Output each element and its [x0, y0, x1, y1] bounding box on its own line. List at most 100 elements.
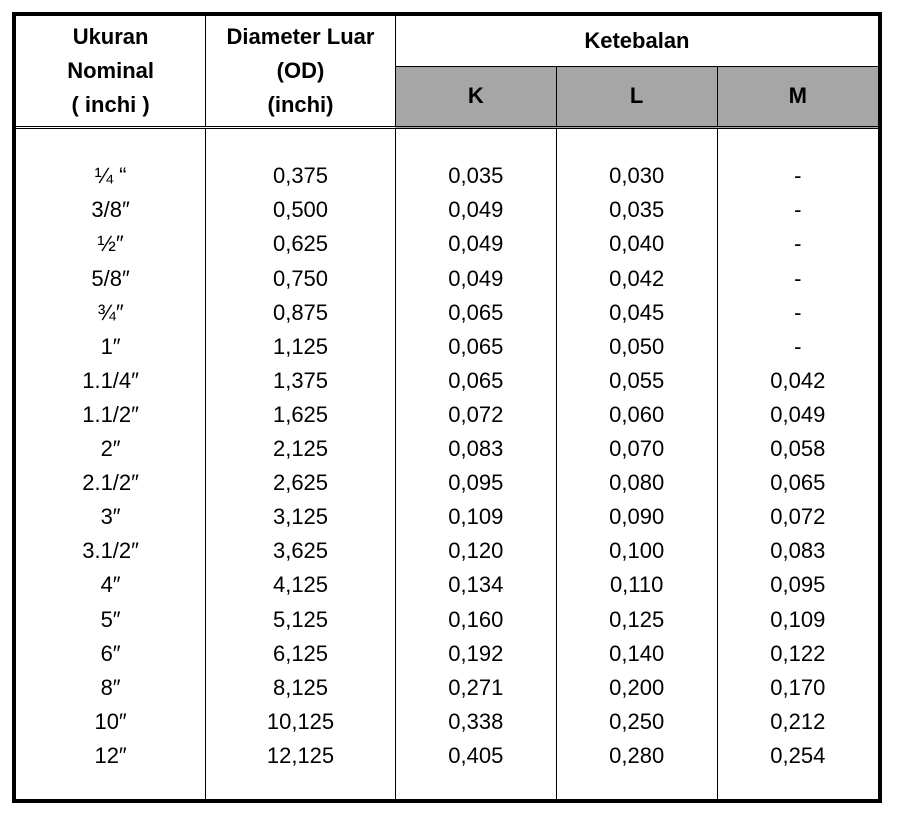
cell-od: 2,125 [206, 432, 396, 466]
cell-nominal: ¾″ [16, 296, 206, 330]
cell-K: 0,134 [395, 568, 556, 602]
table-row: 3″3,1250,1090,0900,072 [16, 500, 878, 534]
cell-od: 1,375 [206, 364, 396, 398]
cell-K: 0,120 [395, 534, 556, 568]
cell-M: - [717, 227, 878, 261]
table-row: 8″8,1250,2710,2000,170 [16, 671, 878, 705]
cell-nominal: 2.1/2″ [16, 466, 206, 500]
cell-od: 2,625 [206, 466, 396, 500]
cell-K: 0,049 [395, 227, 556, 261]
cell-K: 0,160 [395, 603, 556, 637]
table-header-row-1: Ukuran Nominal ( inchi ) Diameter Luar (… [16, 16, 878, 66]
cell-L: 0,110 [556, 568, 717, 602]
cell-nominal: 3.1/2″ [16, 534, 206, 568]
cell-nominal: 1.1/4″ [16, 364, 206, 398]
cell-M: 0,083 [717, 534, 878, 568]
cell-M: 0,254 [717, 739, 878, 773]
cell-M: - [717, 159, 878, 193]
table-row: 10″10,1250,3380,2500,212 [16, 705, 878, 739]
table-row: 3/8″0,5000,0490,035- [16, 193, 878, 227]
cell-M: 0,122 [717, 637, 878, 671]
cell-od: 0,625 [206, 227, 396, 261]
col-header-nominal: Ukuran Nominal ( inchi ) [16, 16, 206, 128]
cell-nominal: 10″ [16, 705, 206, 739]
cell-L: 0,140 [556, 637, 717, 671]
cell-L: 0,045 [556, 296, 717, 330]
cell-M: 0,042 [717, 364, 878, 398]
cell-nominal: 8″ [16, 671, 206, 705]
cell-M: 0,109 [717, 603, 878, 637]
cell-K: 0,065 [395, 330, 556, 364]
cell-nominal: 12″ [16, 739, 206, 773]
cell-nominal: ½″ [16, 227, 206, 261]
cell-nominal: 6″ [16, 637, 206, 671]
cell-od: 0,375 [206, 159, 396, 193]
cell-M: - [717, 330, 878, 364]
pipe-sizing-table-wrap: Ukuran Nominal ( inchi ) Diameter Luar (… [12, 12, 882, 803]
cell-od: 6,125 [206, 637, 396, 671]
table-row: 2.1/2″2,6250,0950,0800,065 [16, 466, 878, 500]
cell-M: 0,049 [717, 398, 878, 432]
cell-K: 0,405 [395, 739, 556, 773]
cell-od: 12,125 [206, 739, 396, 773]
col-header-od-line3: (inchi) [210, 88, 391, 122]
table-row: 5″5,1250,1600,1250,109 [16, 603, 878, 637]
cell-K: 0,049 [395, 262, 556, 296]
cell-od: 0,875 [206, 296, 396, 330]
col-header-od: Diameter Luar (OD) (inchi) [206, 16, 396, 128]
table-row: 5/8″0,7500,0490,042- [16, 262, 878, 296]
cell-L: 0,040 [556, 227, 717, 261]
table-row-spacer-bottom [16, 773, 878, 799]
cell-nominal: 1″ [16, 330, 206, 364]
cell-nominal: 2″ [16, 432, 206, 466]
cell-M: - [717, 193, 878, 227]
cell-K: 0,271 [395, 671, 556, 705]
cell-nominal: 1.1/2″ [16, 398, 206, 432]
cell-nominal: 3″ [16, 500, 206, 534]
cell-nominal: 5/8″ [16, 262, 206, 296]
cell-od: 3,125 [206, 500, 396, 534]
cell-K: 0,049 [395, 193, 556, 227]
cell-K: 0,083 [395, 432, 556, 466]
table-row: 2″2,1250,0830,0700,058 [16, 432, 878, 466]
cell-M: 0,212 [717, 705, 878, 739]
cell-od: 5,125 [206, 603, 396, 637]
cell-K: 0,338 [395, 705, 556, 739]
col-header-nominal-line3: ( inchi ) [20, 88, 201, 122]
cell-L: 0,035 [556, 193, 717, 227]
col-header-od-line2: (OD) [210, 54, 391, 88]
col-header-nominal-line2: Nominal [20, 54, 201, 88]
cell-L: 0,050 [556, 330, 717, 364]
col-header-l: L [556, 66, 717, 128]
cell-od: 10,125 [206, 705, 396, 739]
cell-od: 1,125 [206, 330, 396, 364]
table-row: 3.1/2″3,6250,1200,1000,083 [16, 534, 878, 568]
table-row: ¾″0,8750,0650,045- [16, 296, 878, 330]
cell-L: 0,080 [556, 466, 717, 500]
table-row: 1″1,1250,0650,050- [16, 330, 878, 364]
cell-L: 0,060 [556, 398, 717, 432]
cell-M: 0,072 [717, 500, 878, 534]
table-row: ¼ “0,3750,0350,030- [16, 159, 878, 193]
table-body: ¼ “0,3750,0350,030-3/8″0,5000,0490,035-½… [16, 128, 878, 799]
col-header-m: M [717, 66, 878, 128]
cell-L: 0,055 [556, 364, 717, 398]
cell-K: 0,072 [395, 398, 556, 432]
cell-M: - [717, 262, 878, 296]
cell-L: 0,200 [556, 671, 717, 705]
col-header-thickness-group: Ketebalan [395, 16, 878, 66]
cell-K: 0,065 [395, 364, 556, 398]
cell-nominal: ¼ “ [16, 159, 206, 193]
cell-od: 1,625 [206, 398, 396, 432]
cell-K: 0,095 [395, 466, 556, 500]
col-header-k: K [395, 66, 556, 128]
table-row: 1.1/4″1,3750,0650,0550,042 [16, 364, 878, 398]
cell-od: 3,625 [206, 534, 396, 568]
table-row: 12″12,1250,4050,2800,254 [16, 739, 878, 773]
col-header-od-line1: Diameter Luar [210, 20, 391, 54]
cell-M: 0,058 [717, 432, 878, 466]
cell-nominal: 3/8″ [16, 193, 206, 227]
cell-L: 0,070 [556, 432, 717, 466]
cell-L: 0,250 [556, 705, 717, 739]
cell-L: 0,042 [556, 262, 717, 296]
